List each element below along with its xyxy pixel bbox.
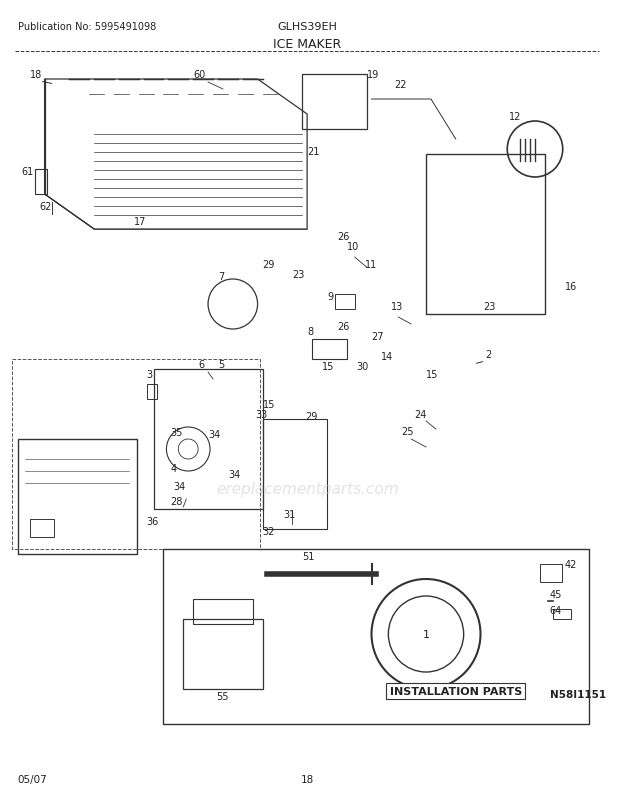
Text: 05/07: 05/07 (18, 774, 48, 784)
Text: 1: 1 (422, 630, 430, 639)
Text: 16: 16 (565, 282, 577, 292)
Bar (12, 359, 260, 549)
Text: 22: 22 (394, 80, 407, 90)
Text: 55: 55 (216, 691, 229, 701)
Text: 8: 8 (307, 326, 313, 337)
Bar (18, 439, 137, 554)
Text: INSTALLATION PARTS: INSTALLATION PARTS (389, 687, 522, 696)
Text: 7: 7 (218, 272, 224, 282)
Text: 28: 28 (170, 496, 183, 506)
Bar (426, 155, 545, 314)
Text: 42: 42 (565, 559, 577, 569)
Text: 29: 29 (262, 260, 275, 269)
Text: GLHS39EH: GLHS39EH (277, 22, 337, 32)
Text: 15: 15 (322, 362, 334, 371)
Text: 15: 15 (426, 370, 438, 379)
Bar (35, 170, 46, 195)
Text: 26: 26 (337, 232, 349, 241)
Text: 30: 30 (356, 362, 369, 371)
Text: 25: 25 (401, 427, 414, 436)
Text: 64: 64 (550, 606, 562, 615)
Text: 5: 5 (218, 359, 224, 370)
Text: 21: 21 (307, 147, 319, 157)
Text: 17: 17 (134, 217, 146, 227)
Text: 4: 4 (170, 464, 177, 473)
Bar (302, 75, 366, 130)
Text: 3: 3 (146, 370, 153, 379)
Text: 2: 2 (485, 350, 492, 359)
Bar (540, 565, 562, 582)
Text: 61: 61 (22, 167, 34, 176)
Text: 51: 51 (302, 551, 314, 561)
Bar (335, 294, 355, 310)
Bar (262, 419, 327, 529)
Text: 35: 35 (170, 427, 183, 437)
Text: 32: 32 (262, 526, 275, 537)
Text: 24: 24 (414, 410, 427, 419)
Bar (184, 619, 262, 689)
Text: 23: 23 (292, 269, 304, 280)
Bar (193, 599, 252, 624)
Bar (146, 384, 156, 399)
Text: 34: 34 (228, 469, 240, 480)
Text: 19: 19 (366, 70, 379, 80)
Text: 33: 33 (255, 410, 268, 419)
Text: 18: 18 (30, 70, 42, 80)
Text: 18: 18 (301, 774, 314, 784)
Bar (30, 520, 55, 537)
Text: 6: 6 (198, 359, 204, 370)
Text: 11: 11 (365, 260, 377, 269)
Bar (154, 370, 262, 509)
Text: 12: 12 (509, 111, 521, 122)
Text: 29: 29 (305, 411, 317, 422)
Text: 36: 36 (146, 516, 159, 526)
Text: 31: 31 (283, 509, 296, 520)
Text: ICE MAKER: ICE MAKER (273, 38, 341, 51)
Text: ereplacementparts.com: ereplacementparts.com (216, 482, 399, 497)
Text: 14: 14 (381, 351, 394, 362)
Bar (553, 610, 570, 619)
Text: 26: 26 (337, 322, 349, 331)
Text: Publication No: 5995491098: Publication No: 5995491098 (18, 22, 156, 32)
Text: 15: 15 (262, 399, 275, 410)
Text: 9: 9 (327, 292, 333, 302)
Text: 45: 45 (550, 589, 562, 599)
Text: 13: 13 (391, 302, 404, 312)
Text: 27: 27 (371, 331, 384, 342)
Bar (312, 339, 347, 359)
Text: 23: 23 (484, 302, 496, 312)
Text: 34: 34 (208, 429, 220, 439)
Bar (164, 549, 590, 724)
Text: N58I1151: N58I1151 (550, 689, 606, 699)
Text: 10: 10 (347, 241, 359, 252)
Text: 62: 62 (40, 202, 52, 212)
Text: 60: 60 (193, 70, 205, 80)
Text: 34: 34 (174, 481, 185, 492)
